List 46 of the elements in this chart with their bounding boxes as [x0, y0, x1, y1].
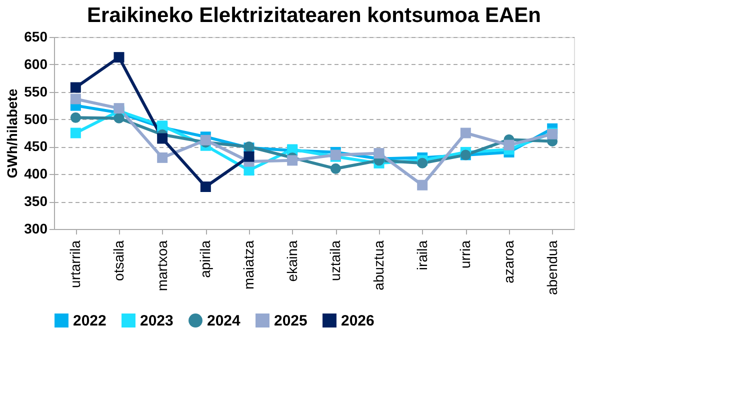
point: [417, 180, 428, 190]
y-axis-title: GWh/hilabete: [4, 88, 20, 178]
y-tick-label: 550: [24, 83, 48, 100]
point: [504, 140, 514, 150]
legend-label: 2022: [73, 312, 106, 330]
x-tick-label: abuztua: [370, 240, 386, 290]
legend-label: 2026: [341, 312, 374, 330]
x-tick-label: apirila: [197, 240, 214, 278]
y-tick-label: 600: [24, 56, 48, 72]
point: [330, 163, 341, 174]
point: [417, 158, 428, 168]
x-tick-label: martxoa: [154, 240, 170, 292]
point: [114, 103, 124, 114]
x-tick-label: uztaila: [327, 240, 344, 281]
point: [157, 152, 168, 163]
x-tick-label: azaroa: [500, 240, 516, 284]
point: [70, 128, 81, 138]
point: [287, 155, 298, 166]
point: [70, 82, 81, 93]
legend-label: 2024: [207, 312, 242, 330]
y-tick-label: 650: [24, 28, 48, 44]
point: [200, 182, 211, 192]
point: [70, 112, 81, 123]
point: [70, 94, 81, 104]
x-tick-label: iraila: [414, 240, 430, 270]
point: [460, 128, 471, 138]
x-tick-label: urtarrila: [67, 240, 84, 288]
point: [157, 133, 168, 144]
point: [114, 52, 124, 63]
y-tick-label: 300: [24, 220, 48, 236]
y-tick-label: 350: [24, 193, 48, 210]
x-tick-label: maiatza: [240, 240, 256, 290]
y-tick-label: 400: [24, 166, 48, 182]
y-tick-label: 450: [24, 138, 48, 154]
chart-title: Eraikineko Elektrizitatearen kontsumoa EAEn: [87, 4, 541, 27]
legend-label: 2025: [274, 312, 308, 330]
x-tick-label: abendua: [544, 240, 560, 296]
legend-label: 2023: [140, 312, 174, 330]
point: [374, 148, 384, 159]
y-tick-label: 500: [24, 110, 48, 127]
x-tick-label: ekaina: [284, 240, 300, 282]
x-tick-label: otsaila: [110, 240, 126, 281]
point: [244, 151, 254, 162]
point: [200, 134, 211, 146]
x-tick-label: urria: [457, 240, 474, 269]
point: [114, 112, 124, 124]
